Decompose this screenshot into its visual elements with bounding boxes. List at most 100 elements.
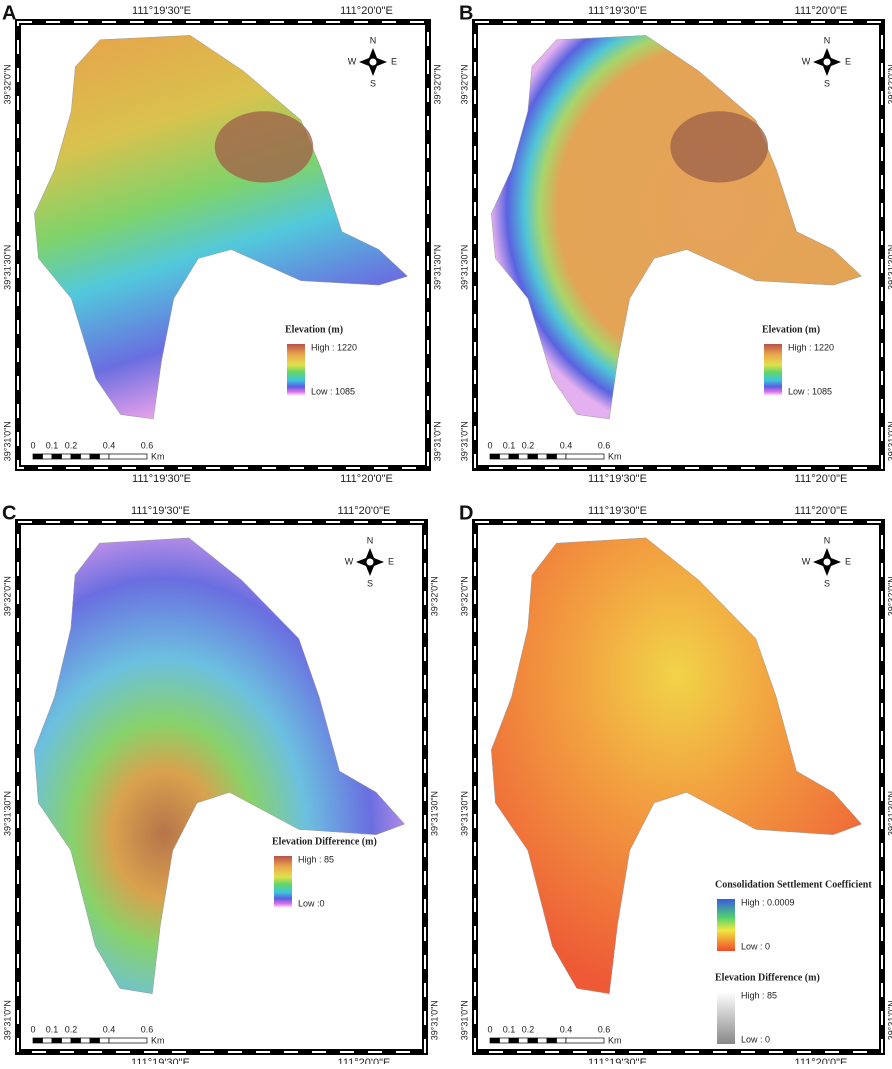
scale-label: 0 xyxy=(487,1024,492,1034)
lat-label: 39°32'0"N xyxy=(886,64,892,104)
lat-label: 39°32'0"N xyxy=(2,64,12,104)
lat-label: 39°31'0"N xyxy=(459,1000,469,1040)
lat-label: 39°31'30"N xyxy=(886,791,892,836)
lon-label: 111°20'0"E xyxy=(338,505,391,517)
scale-bar-segment xyxy=(61,1037,72,1044)
scale-label: 0.2 xyxy=(522,440,535,450)
compass-s: S xyxy=(824,78,830,88)
legend-title: Elevation Difference (m) xyxy=(272,836,377,847)
compass-n: N xyxy=(367,535,374,545)
map-panel: A 111°19'30"E 111°19'30"E 111°20'0"E 111°20'… xyxy=(2,2,442,485)
scale-label: 0.1 xyxy=(503,1024,516,1034)
scale-bar-segment xyxy=(565,1037,605,1044)
lat-label: 39°31'0"N xyxy=(2,1000,12,1040)
legend-color-bar xyxy=(274,856,292,908)
scale-label: 0.6 xyxy=(598,1024,611,1034)
compass-n: N xyxy=(824,35,831,45)
legend-high: High : 1220 xyxy=(788,342,834,352)
panel-frame-dash xyxy=(17,521,426,1053)
scale-bar-segment xyxy=(537,1037,548,1044)
lat-label: 39°31'0"N xyxy=(886,421,892,461)
scale-bar-segment xyxy=(518,453,529,460)
legend-title: Elevation Difference (m) xyxy=(715,972,820,983)
legend-color-bar xyxy=(717,899,735,951)
scale-unit: Km xyxy=(151,451,165,461)
legend-title: Consolidation Settlement Coefficient xyxy=(715,879,872,890)
scale-label: 0.2 xyxy=(65,440,78,450)
compass-s: S xyxy=(370,78,376,88)
compass-n: N xyxy=(824,535,831,545)
legend-high: High : 0.0009 xyxy=(741,897,795,907)
scale-label: 0.4 xyxy=(560,1024,573,1034)
scale-bar-segment xyxy=(32,1037,43,1044)
lon-label: 111°20'0"E xyxy=(340,5,393,17)
lat-label: 39°31'0"N xyxy=(2,421,12,461)
scale-bar-segment xyxy=(99,1037,110,1044)
terrain-area xyxy=(34,35,408,420)
lat-label: 39°31'0"N xyxy=(429,1000,439,1040)
scale-bar-segment xyxy=(32,453,43,460)
lon-label: 111°20'0"E xyxy=(795,505,848,517)
lon-label: 111°19'30"E xyxy=(588,1057,647,1064)
legend-color-bar xyxy=(764,344,782,396)
lon-label: 111°20'0"E xyxy=(795,473,848,485)
legend-color-bar xyxy=(717,992,735,1044)
scale-bar-segment xyxy=(518,1037,529,1044)
lon-label: 111°19'30"E xyxy=(132,473,191,485)
legend-high: High : 1220 xyxy=(311,342,357,352)
compass-s: S xyxy=(367,578,373,588)
lon-label: 111°20'0"E xyxy=(338,1057,391,1064)
compass-s: S xyxy=(824,578,830,588)
compass-e: E xyxy=(388,556,394,566)
legend-high: High : 85 xyxy=(741,990,777,1000)
scale-bar-segment xyxy=(51,1037,62,1044)
lat-label: 39°31'0"N xyxy=(432,421,442,461)
lat-label: 39°31'0"N xyxy=(459,421,469,461)
lat-label: 39°31'30"N xyxy=(459,791,469,836)
lon-label: 111°19'30"E xyxy=(132,5,191,17)
scale-bar-segment xyxy=(489,1037,500,1044)
scale-label: 0.4 xyxy=(103,1024,116,1034)
lat-label: 39°31'30"N xyxy=(429,791,439,836)
lon-label: 111°20'0"E xyxy=(340,473,393,485)
scale-bar-segment xyxy=(89,1037,100,1044)
compass-w: W xyxy=(345,556,354,566)
panel-frame-dash xyxy=(17,21,429,469)
compass-center xyxy=(822,57,832,67)
scale-bar-segment xyxy=(556,1037,567,1044)
scale-bar-segment xyxy=(508,1037,519,1044)
scale-bar-segment xyxy=(108,453,148,460)
scale-label: 0.2 xyxy=(65,1024,78,1034)
lon-label: 111°19'30"E xyxy=(588,505,647,517)
lon-label: 111°20'0"E xyxy=(795,1057,848,1064)
scale-label: 0.1 xyxy=(503,440,516,450)
legend-title: Elevation (m) xyxy=(285,324,343,335)
scale-label: 0.4 xyxy=(103,440,116,450)
scale-label: 0.6 xyxy=(598,440,611,450)
legend-low: Low : 0 xyxy=(741,1034,770,1044)
lat-label: 39°31'30"N xyxy=(886,245,892,290)
scale-bar-segment xyxy=(527,1037,538,1044)
legend-title: Elevation (m) xyxy=(762,324,820,335)
scale-unit: Km xyxy=(608,451,622,461)
scale-bar-segment xyxy=(527,453,538,460)
scale-bar-segment xyxy=(42,1037,53,1044)
scale-unit: Km xyxy=(151,1035,165,1045)
scale-bar-segment xyxy=(70,453,81,460)
lat-label: 39°32'0"N xyxy=(2,576,12,616)
map-panel: C 111°19'30"E 111°19'30"E 111°20'0"E 111°20'… xyxy=(2,502,439,1069)
terrain-area xyxy=(491,35,863,420)
compass-center xyxy=(365,557,375,567)
scale-bar-segment xyxy=(499,1037,510,1044)
scale-bar-segment xyxy=(546,453,557,460)
scale-label: 0.6 xyxy=(141,440,154,450)
scale-bar-segment xyxy=(508,453,519,460)
scale-bar-segment xyxy=(80,453,91,460)
scale-bar-segment xyxy=(565,453,605,460)
panel-frame-dash xyxy=(474,521,883,1053)
scale-label: 0.2 xyxy=(522,1024,535,1034)
terrain-area xyxy=(34,537,406,994)
compass-e: E xyxy=(845,556,851,566)
lon-label: 111°20'0"E xyxy=(795,5,848,17)
